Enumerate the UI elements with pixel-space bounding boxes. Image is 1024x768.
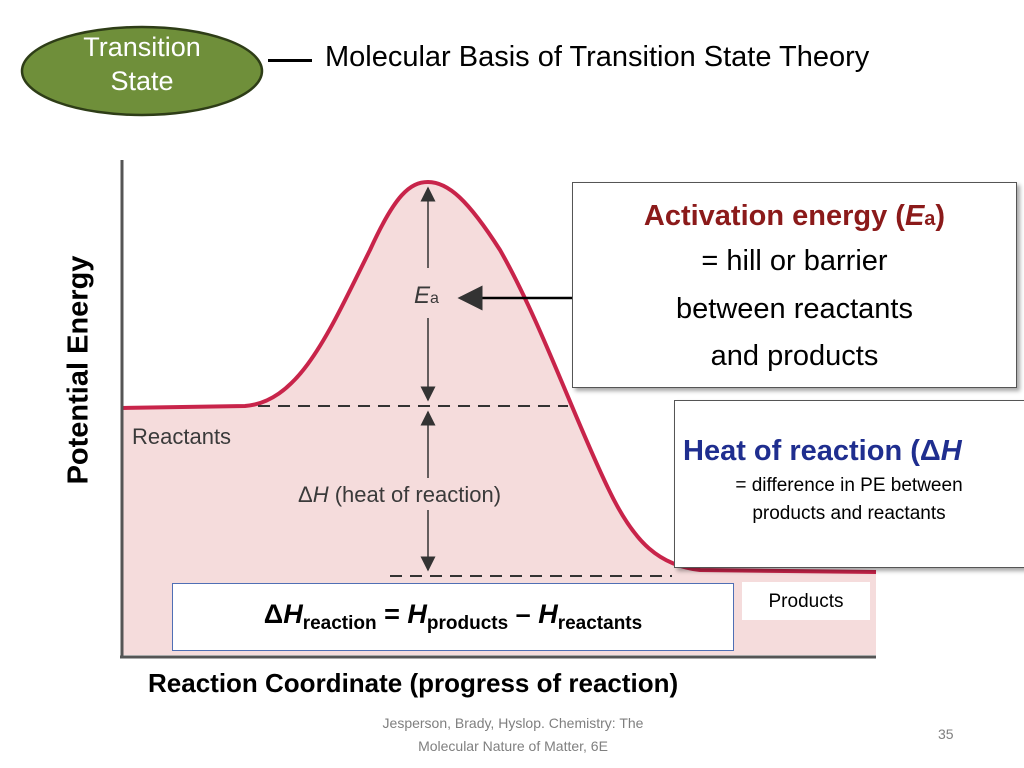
badge-ellipse bbox=[20, 25, 264, 117]
activation-energy-line-1: = hill or barrier bbox=[701, 245, 888, 277]
badge-line-2: State bbox=[110, 66, 174, 96]
badge-text: Transition State bbox=[18, 30, 266, 98]
source-credit: Jesperson, Brady, Hyslop. Chemistry: The… bbox=[348, 712, 678, 758]
energy-curve bbox=[121, 179, 877, 574]
x-axis-label: Reaction Coordinate (progress of reactio… bbox=[148, 668, 679, 698]
activation-energy-line-2: between reactants bbox=[676, 293, 913, 325]
activation-energy-title: Activation energy (Ea) bbox=[643, 200, 946, 232]
y-axis-label: Potential Energy bbox=[62, 255, 95, 485]
delta-h-formula: ΔHreaction = Hproducts – Hreactants bbox=[172, 583, 734, 651]
dh-label: ΔH (heat of reaction) bbox=[298, 482, 502, 507]
badge-connector-line bbox=[268, 59, 312, 62]
heat-of-reaction-title: Heat of reaction (ΔH bbox=[683, 435, 962, 467]
energy-area-fill bbox=[122, 182, 876, 655]
badge-line-1: Transition bbox=[83, 32, 201, 62]
credit-line-1: Jesperson, Brady, Hyslop. Chemistry: The bbox=[382, 715, 644, 731]
credit-line-2: Molecular Nature of Matter, 6E bbox=[418, 738, 608, 754]
activation-energy-callout: Activation energy (Ea) = hill or barrier… bbox=[572, 182, 1017, 388]
slide-number: 35 bbox=[938, 726, 954, 742]
slide-title: Molecular Basis of Transition State Theo… bbox=[325, 41, 870, 73]
heat-of-reaction-callout: Heat of reaction (ΔH = difference in PE … bbox=[674, 400, 1024, 568]
activation-energy-line-3: and products bbox=[710, 340, 879, 372]
heat-of-reaction-line-1: = difference in PE between bbox=[735, 475, 963, 496]
products-label: Products bbox=[742, 582, 870, 620]
ea-label: Ea bbox=[414, 282, 439, 309]
reactants-label: Reactants bbox=[132, 424, 232, 449]
heat-of-reaction-line-2: products and reactants bbox=[752, 503, 946, 524]
transition-state-badge: Transition State bbox=[18, 24, 266, 120]
